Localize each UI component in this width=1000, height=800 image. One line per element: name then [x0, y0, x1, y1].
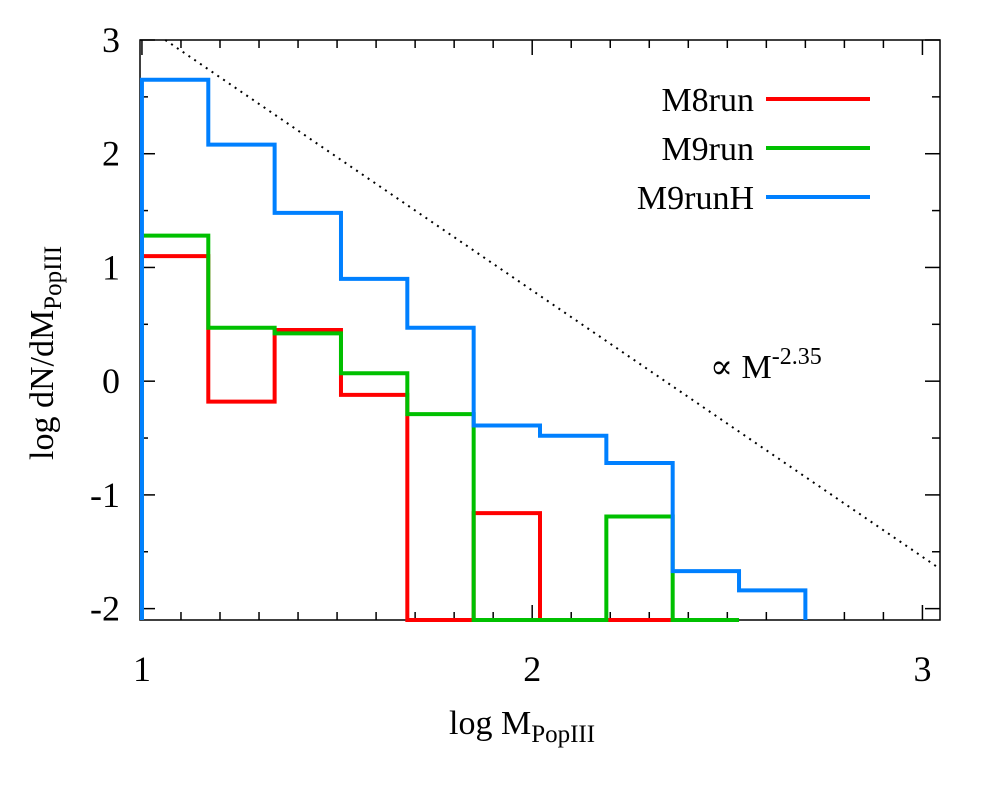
y-axis-label: log dN/dMPopIII — [24, 246, 67, 460]
x-tick-label: 1 — [133, 649, 151, 689]
y-tick-label: 1 — [102, 247, 120, 287]
series-lines — [139, 77, 808, 622]
x-axis-label: log MPopIII — [449, 705, 595, 748]
axis-tick-labels: 1 2 3 -2 -1 0 1 2 3 — [90, 20, 931, 689]
y-tick-label: 2 — [102, 134, 120, 174]
legend-label-m9run: M9run — [661, 131, 754, 168]
x-tick-label: 3 — [913, 649, 931, 689]
reference-power-law-line — [164, 39, 941, 570]
axis-ticks — [140, 39, 940, 620]
legend-label-m8run: M8run — [661, 82, 754, 119]
y-tick-label: 3 — [102, 20, 120, 60]
series-line-m9runh — [139, 77, 808, 620]
y-tick-label: -2 — [90, 589, 120, 629]
y-tick-label: -1 — [90, 475, 120, 515]
y-tick-label: 0 — [102, 361, 120, 401]
series-line-m9run — [139, 233, 740, 622]
legend: M8run M9run M9runH — [637, 82, 870, 217]
reference-annotation: ∝ M-2.35 — [710, 344, 822, 386]
x-tick-label: 2 — [523, 649, 541, 689]
legend-label-m9runh: M9runH — [637, 180, 754, 217]
series-line-m8run — [139, 254, 740, 622]
